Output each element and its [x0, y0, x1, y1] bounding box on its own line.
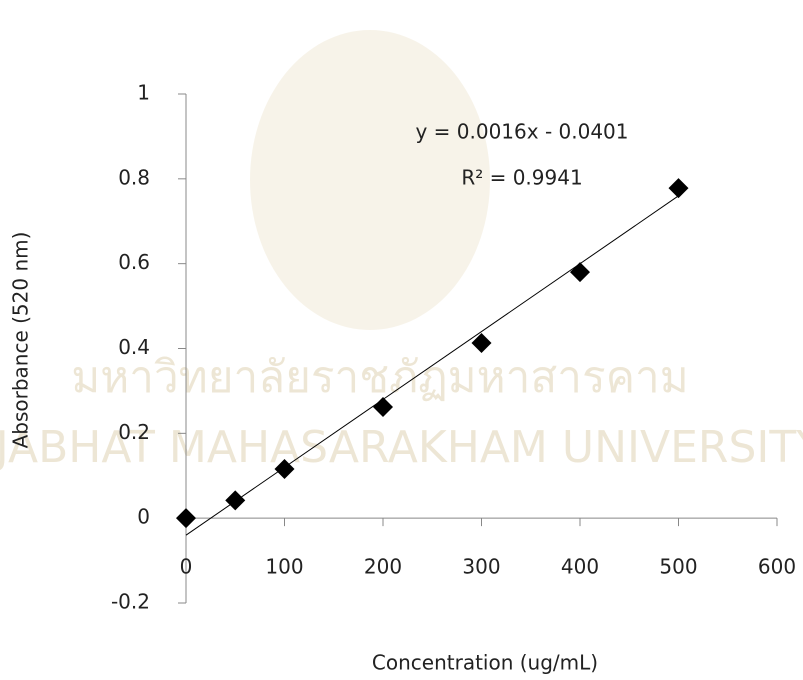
data-point — [570, 262, 590, 282]
x-tick-label: 600 — [758, 555, 796, 579]
y-tick-label: 0.2 — [118, 420, 150, 444]
x-tick-label: 300 — [462, 555, 500, 579]
y-tick-label: 0.4 — [118, 335, 150, 359]
watermark-logo — [250, 30, 490, 330]
y-tick-label: 0.6 — [118, 250, 150, 274]
x-tick-label: 500 — [659, 555, 697, 579]
x-tick-label: 200 — [364, 555, 402, 579]
trendline-r-squared: R² = 0.9941 — [461, 166, 582, 190]
y-axis-title: Absorbance (520 nm) — [9, 232, 33, 449]
x-tick-label: 400 — [561, 555, 599, 579]
x-tick-label: 0 — [180, 555, 193, 579]
watermark-text: มหาวิทยาลัยราชภัฏมหาสารคาม — [71, 352, 688, 403]
data-point — [225, 490, 245, 510]
y-tick-label: 1 — [137, 81, 150, 105]
x-tick-label: 100 — [265, 555, 303, 579]
y-tick-label: 0.8 — [118, 165, 150, 189]
x-axis-title: Concentration (ug/mL) — [372, 651, 598, 675]
chart: มหาวิทยาลัยราชภัฏมหาสารคาม RAJABHAT MAHA… — [0, 0, 803, 680]
data-point — [669, 178, 689, 198]
trendline-equation: y = 0.0016x - 0.0401 — [415, 120, 628, 144]
y-tick-label: 0 — [137, 505, 150, 529]
data-point — [176, 508, 196, 528]
y-tick-label: -0.2 — [111, 590, 150, 614]
